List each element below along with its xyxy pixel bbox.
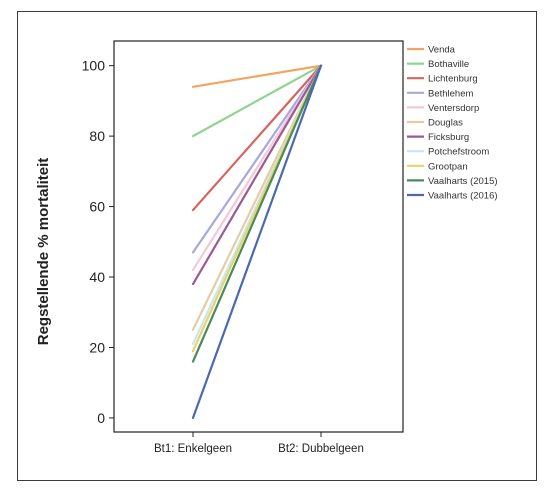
legend-label: Ficksburg bbox=[428, 132, 469, 143]
legend-label: Venda bbox=[428, 45, 456, 56]
series-line-ventersdorp bbox=[191, 64, 323, 272]
series-line-vaalharts-2016- bbox=[191, 64, 323, 420]
y-tick-label: 80 bbox=[89, 128, 105, 144]
series-line-bethlehem bbox=[191, 64, 323, 254]
plot-area bbox=[113, 40, 404, 433]
series-line-vaalharts-2015- bbox=[191, 64, 323, 363]
legend-label: Grootpan bbox=[428, 161, 468, 172]
series-line-venda bbox=[191, 64, 323, 88]
legend-label: Vaalharts (2015) bbox=[428, 176, 498, 187]
x-axis: Bt1: Enkelgeen Bt2: Dubbelgeen bbox=[154, 432, 364, 455]
legend-label: Douglas bbox=[428, 118, 463, 129]
chart-frame: 0 20 40 60 80 100 Bt1: Enkelgeen Bt2: Dubbelge… bbox=[17, 11, 537, 481]
y-tick-label: 100 bbox=[82, 58, 106, 74]
y-tick-label: 20 bbox=[89, 339, 105, 355]
series-line-ficksburg bbox=[191, 64, 323, 286]
y-tick-label: 60 bbox=[89, 199, 105, 215]
legend-label: Bethlehem bbox=[428, 88, 474, 99]
legend-label: Vaalharts (2016) bbox=[428, 191, 498, 202]
y-tick-label: 40 bbox=[89, 269, 105, 285]
x-tick-label: Bt2: Dubbelgeen bbox=[278, 443, 364, 455]
y-tick-label: 0 bbox=[97, 410, 105, 426]
y-axis-label: Regstellende % mortaliteit bbox=[35, 158, 52, 346]
legend-label: Lichtenburg bbox=[428, 74, 478, 85]
series-line-bothaville bbox=[191, 64, 323, 138]
legend-label: Bothaville bbox=[428, 59, 469, 70]
legend-label: Potchefstroom bbox=[428, 147, 489, 158]
series-lines bbox=[191, 64, 323, 420]
plot-border bbox=[113, 40, 404, 433]
legend-label: Ventersdorp bbox=[428, 103, 479, 114]
series-line-lichtenburg bbox=[191, 64, 323, 212]
chart: 0 20 40 60 80 100 Bt1: Enkelgeen Bt2: Dubbelge… bbox=[35, 40, 498, 455]
y-axis: 0 20 40 60 80 100 bbox=[82, 58, 114, 426]
legend: Venda Bothaville Lichtenburg Bethlehem Vente… bbox=[407, 45, 498, 202]
x-tick-label: Bt1: Enkelgeen bbox=[154, 443, 232, 455]
